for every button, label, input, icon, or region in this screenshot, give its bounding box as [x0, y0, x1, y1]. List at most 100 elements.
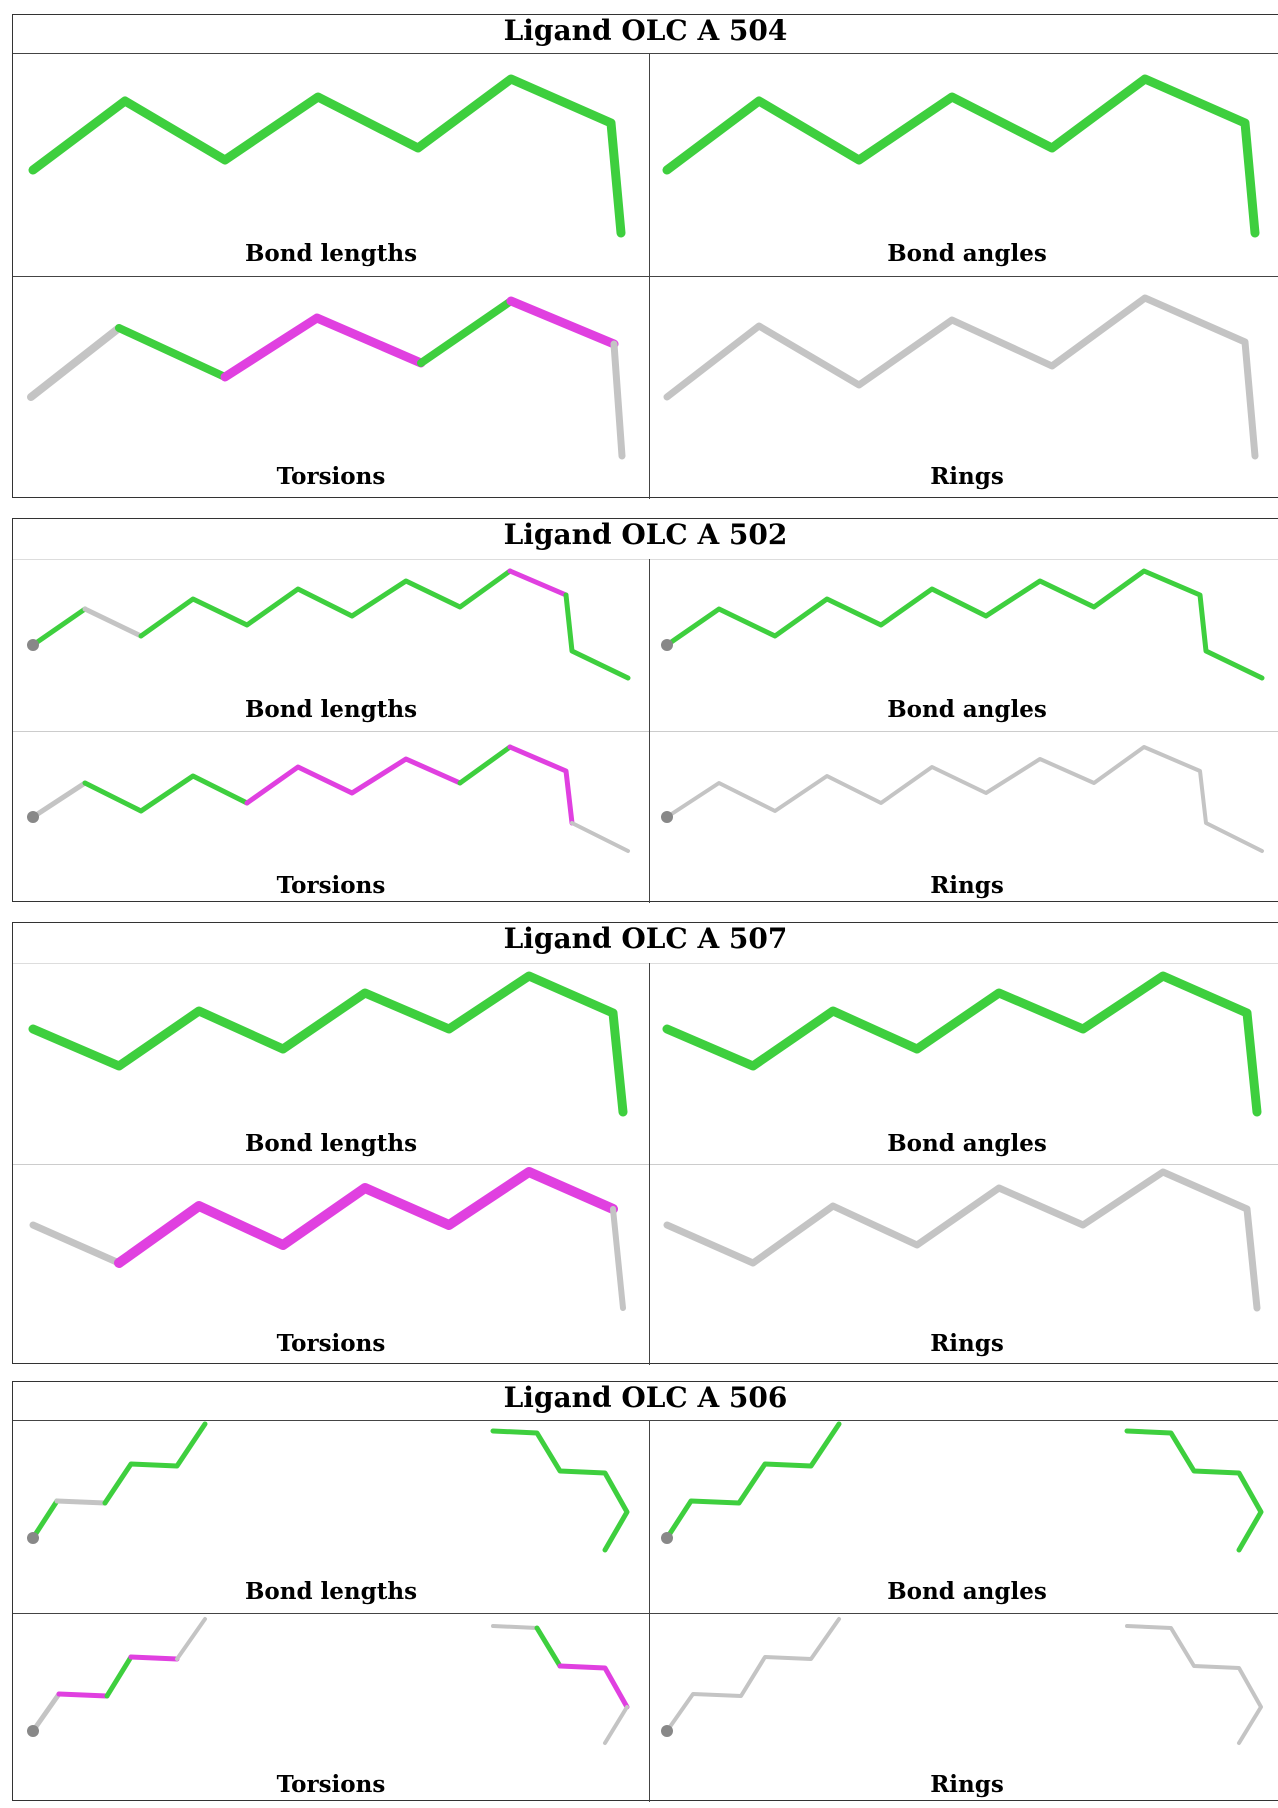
panel-label: Rings — [930, 872, 1004, 899]
bond-segment — [534, 1625, 563, 1669]
panel-label: Rings — [930, 1771, 1004, 1798]
panel-label: Rings — [930, 1330, 1004, 1357]
molecule-view-torsions — [29, 1167, 626, 1311]
molecule-view-torsions — [27, 744, 630, 853]
atom-marker — [27, 811, 39, 823]
molecule-view-torsions — [27, 296, 626, 460]
ligand-block-504: Ligand OLC A 504 Bond lengths Bond angle… — [12, 14, 1278, 499]
bond-segment — [244, 756, 463, 806]
divider — [13, 731, 1278, 732]
bond-chain — [1124, 1428, 1264, 1553]
bond-segment — [82, 773, 250, 814]
bond-segment — [457, 744, 513, 786]
bond-segment — [54, 1498, 108, 1506]
divider — [13, 559, 1278, 560]
atom-marker — [661, 811, 673, 823]
bond-segment — [220, 313, 426, 382]
ligand-title: Ligand OLC A 506 — [503, 1381, 788, 1414]
panel-label: Rings — [930, 463, 1004, 490]
ligand-title: Ligand OLC A 507 — [503, 922, 788, 955]
panel-label: Torsions — [276, 872, 386, 899]
bond-chain — [28, 971, 628, 1117]
bond-segment — [507, 744, 575, 826]
bond-segment — [115, 324, 229, 381]
divider — [13, 963, 1278, 964]
bond-chain — [28, 74, 626, 238]
panel-label: Torsions — [276, 463, 386, 490]
divider — [649, 963, 650, 1365]
divider — [13, 1420, 1278, 1421]
bond-segment — [128, 1654, 180, 1662]
bond-chain — [665, 1617, 841, 1733]
bond-segment — [610, 340, 626, 460]
bond-segment — [563, 592, 631, 681]
atom-marker — [27, 1725, 39, 1737]
bond-segment — [29, 1221, 123, 1267]
panel-label: Bond lengths — [244, 696, 418, 723]
ligand-title: Ligand OLC A 502 — [503, 518, 788, 551]
bond-segment — [30, 1498, 60, 1541]
bond-segment — [138, 568, 513, 639]
panel-label: Bond angles — [887, 1130, 1047, 1157]
ligand-block-502: Ligand OLC A 502 Bond lengths Bond angle… — [12, 518, 1278, 903]
bond-segment — [114, 1167, 618, 1268]
molecule-view-bond-angles — [662, 74, 1260, 238]
molecule-view-bond-angles — [662, 971, 1262, 1117]
ligand-block-506: Ligand OLC A 506 Bond lengths Bond angle… — [12, 1381, 1278, 1802]
bond-chain — [664, 568, 1265, 681]
divider — [13, 53, 1278, 54]
bond-segment — [506, 296, 619, 349]
panel-label: Bond lengths — [244, 240, 418, 267]
molecule-view-rings — [661, 1617, 1263, 1745]
atom-marker — [27, 639, 39, 651]
panel-label: Bond angles — [887, 1578, 1047, 1605]
bond-segment — [82, 606, 144, 639]
divider — [649, 559, 650, 903]
divider — [13, 276, 1278, 277]
divider — [13, 1613, 1278, 1614]
molecule-view-bond-lengths — [27, 568, 631, 681]
atom-marker — [27, 1532, 39, 1544]
divider — [649, 1420, 650, 1802]
bond-segment — [610, 1206, 626, 1311]
bond-segment — [30, 1691, 62, 1734]
atom-marker — [661, 1532, 673, 1544]
atom-marker — [661, 639, 673, 651]
molecule-view-bond-lengths — [28, 74, 626, 238]
molecule-view-rings — [663, 1168, 1261, 1312]
bond-chain — [665, 745, 1264, 853]
bond-segment — [30, 780, 88, 820]
ligand-title: Ligand OLC A 504 — [503, 14, 788, 47]
divider — [13, 1164, 1278, 1165]
molecule-view-rings — [663, 294, 1259, 460]
bond-segment — [507, 568, 569, 598]
divider — [649, 53, 650, 499]
bond-segment — [570, 821, 630, 853]
bond-segment — [102, 1421, 208, 1506]
bond-segment — [417, 297, 515, 367]
bond-chain — [1125, 1624, 1263, 1745]
molecule-view-torsions — [27, 1617, 630, 1745]
panel-label: Bond angles — [887, 240, 1047, 267]
panel-label: Torsions — [276, 1771, 386, 1798]
molecule-view-rings — [661, 745, 1264, 853]
bond-chain — [664, 1421, 842, 1541]
panel-label: Bond lengths — [244, 1578, 418, 1605]
bond-chain — [490, 1428, 630, 1553]
bond-chain — [663, 294, 1259, 460]
molecule-view-bond-angles — [661, 1421, 1264, 1553]
panel-label: Bond angles — [887, 696, 1047, 723]
bond-chain — [663, 1168, 1261, 1312]
bond-segment — [56, 1691, 110, 1699]
panel-label: Torsions — [276, 1330, 386, 1357]
molecule-view-bond-lengths — [27, 1421, 630, 1553]
ligand-block-507: Ligand OLC A 507 Bond lengths Bond angle… — [12, 922, 1278, 1365]
panel-label: Bond lengths — [244, 1130, 418, 1157]
bond-chain — [662, 971, 1262, 1117]
bond-segment — [603, 1705, 629, 1745]
atom-marker — [661, 1725, 673, 1737]
bond-segment — [30, 606, 88, 648]
molecule-view-bond-lengths — [28, 971, 628, 1117]
bond-segment — [175, 1617, 207, 1661]
bond-segment — [27, 324, 123, 401]
